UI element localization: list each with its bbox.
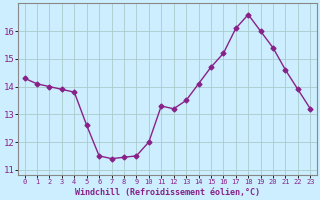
X-axis label: Windchill (Refroidissement éolien,°C): Windchill (Refroidissement éolien,°C)	[75, 188, 260, 197]
